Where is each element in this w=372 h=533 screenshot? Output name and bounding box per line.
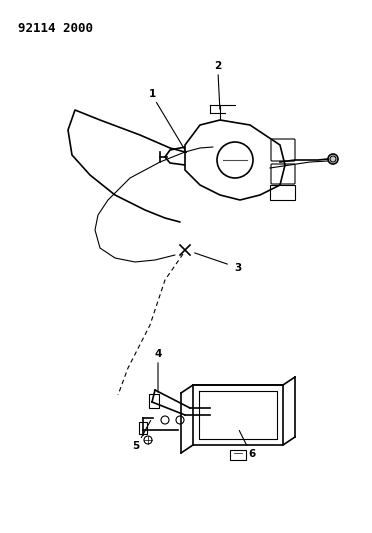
Text: 1: 1 (148, 89, 155, 99)
Text: 92114 2000: 92114 2000 (18, 22, 93, 35)
Text: 4: 4 (154, 349, 162, 359)
Text: 5: 5 (132, 441, 140, 451)
Text: 3: 3 (234, 263, 242, 273)
Text: 6: 6 (248, 449, 256, 459)
Text: 2: 2 (214, 61, 222, 71)
Circle shape (330, 156, 336, 162)
Bar (139, 422, 147, 434)
Bar (149, 394, 159, 408)
Bar (230, 450, 246, 460)
